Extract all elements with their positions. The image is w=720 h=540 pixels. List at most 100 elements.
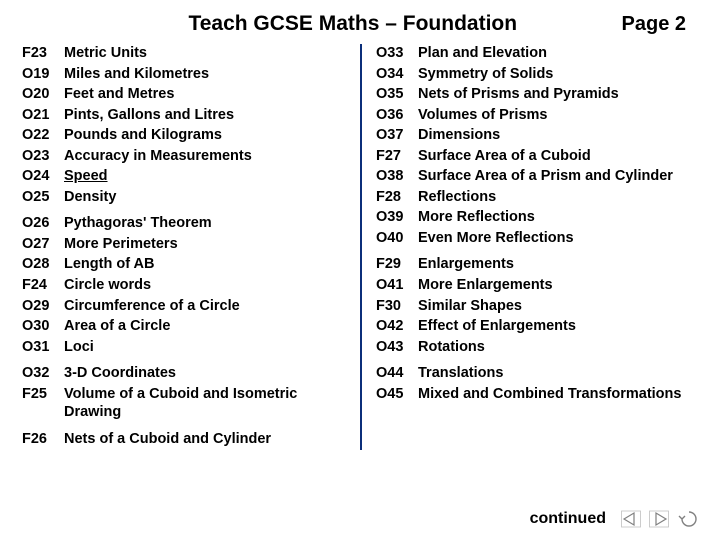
item-label: Surface Area of a Cuboid (418, 147, 702, 166)
contents-row[interactable]: O19Miles and Kilometres (22, 65, 352, 84)
contents-row[interactable]: O31Loci (22, 338, 352, 357)
item-label: Pints, Gallons and Litres (64, 106, 352, 125)
item-label: Pythagoras' Theorem (64, 214, 352, 233)
nav-return-icon[interactable] (676, 508, 702, 530)
item-label: Miles and Kilometres (64, 65, 352, 84)
item-code: O32 (22, 364, 64, 383)
contents-row[interactable]: O24Speed (22, 167, 352, 186)
item-code: O33 (376, 44, 418, 63)
contents-row[interactable]: O40Even More Reflections (376, 229, 702, 248)
contents-row[interactable]: F27Surface Area of a Cuboid (376, 147, 702, 166)
item-label: Length of AB (64, 255, 352, 274)
item-label: Pounds and Kilograms (64, 126, 352, 145)
item-code: O45 (376, 385, 418, 404)
contents-row[interactable]: F30Similar Shapes (376, 297, 702, 316)
contents-row[interactable]: O26Pythagoras' Theorem (22, 214, 352, 233)
item-label: More Enlargements (418, 276, 702, 295)
contents-row[interactable]: O23Accuracy in Measurements (22, 147, 352, 166)
contents-row[interactable]: F24Circle words (22, 276, 352, 295)
item-label: Surface Area of a Prism and Cylinder (418, 167, 702, 186)
item-code: O22 (22, 126, 64, 145)
contents-row[interactable]: O30Area of a Circle (22, 317, 352, 336)
contents-row[interactable]: O35Nets of Prisms and Pyramids (376, 85, 702, 104)
contents-row[interactable]: O25Density (22, 188, 352, 207)
item-label: Plan and Elevation (418, 44, 702, 63)
item-label: Rotations (418, 338, 702, 357)
item-label: Even More Reflections (418, 229, 702, 248)
item-code: O40 (376, 229, 418, 248)
item-label: Circle words (64, 276, 352, 295)
item-code: O20 (22, 85, 64, 104)
page-title: Teach GCSE Maths – Foundation (84, 12, 622, 36)
nav-prev-icon[interactable] (620, 510, 642, 528)
contents-row[interactable]: F23Metric Units (22, 44, 352, 63)
item-code: O36 (376, 106, 418, 125)
item-label: Dimensions (418, 126, 702, 145)
item-code: F28 (376, 188, 418, 207)
item-label: More Reflections (418, 208, 702, 227)
item-code: O42 (376, 317, 418, 336)
item-code: O35 (376, 85, 418, 104)
contents-row[interactable]: O34Symmetry of Solids (376, 65, 702, 84)
contents-row[interactable]: O22Pounds and Kilograms (22, 126, 352, 145)
contents-row[interactable]: O38Surface Area of a Prism and Cylinder (376, 167, 702, 186)
item-code: O21 (22, 106, 64, 125)
item-label: Similar Shapes (418, 297, 702, 316)
contents-row[interactable]: F28Reflections (376, 188, 702, 207)
item-code: O39 (376, 208, 418, 227)
contents-column-left: F23Metric UnitsO19Miles and KilometresO2… (22, 44, 362, 450)
item-label: Reflections (418, 188, 702, 207)
nav-next-icon[interactable] (648, 510, 670, 528)
item-code: F24 (22, 276, 64, 295)
contents-row[interactable]: O27More Perimeters (22, 235, 352, 254)
contents-row[interactable]: O28Length of AB (22, 255, 352, 274)
item-code: O30 (22, 317, 64, 336)
contents-row[interactable]: O39More Reflections (376, 208, 702, 227)
item-label: 3-D Coordinates (64, 364, 352, 383)
contents-row[interactable]: O41More Enlargements (376, 276, 702, 295)
item-label: Loci (64, 338, 352, 357)
item-code: O44 (376, 364, 418, 383)
contents-row[interactable]: O37Dimensions (376, 126, 702, 145)
item-label: Density (64, 188, 352, 207)
item-label: More Perimeters (64, 235, 352, 254)
contents-row[interactable]: F25Volume of a Cuboid and Isometric Draw… (22, 385, 352, 422)
item-code: O26 (22, 214, 64, 233)
contents-row[interactable]: O36Volumes of Prisms (376, 106, 702, 125)
item-label: Nets of a Cuboid and Cylinder (64, 430, 352, 449)
contents-row[interactable]: O33Plan and Elevation (376, 44, 702, 63)
contents-row[interactable]: O42Effect of Enlargements (376, 317, 702, 336)
item-code: O24 (22, 167, 64, 186)
continued-label: continued (530, 510, 606, 528)
item-code: O29 (22, 297, 64, 316)
item-code: O28 (22, 255, 64, 274)
item-label: Speed (64, 167, 352, 186)
item-label: Accuracy in Measurements (64, 147, 352, 166)
item-code: F23 (22, 44, 64, 63)
contents-row[interactable]: F29Enlargements (376, 255, 702, 274)
contents-row[interactable]: F26Nets of a Cuboid and Cylinder (22, 430, 352, 449)
item-code: O25 (22, 188, 64, 207)
item-code: O43 (376, 338, 418, 357)
contents-row[interactable]: O45Mixed and Combined Transformations (376, 385, 702, 404)
contents-row[interactable]: O29Circumference of a Circle (22, 297, 352, 316)
item-label: Volume of a Cuboid and Isometric Drawing (64, 385, 352, 422)
page-number: Page 2 (622, 13, 686, 36)
item-label: Metric Units (64, 44, 352, 63)
item-label: Enlargements (418, 255, 702, 274)
item-label: Volumes of Prisms (418, 106, 702, 125)
item-code: O19 (22, 65, 64, 84)
contents-column-right: O33Plan and Elevation O34Symmetry of Soli… (362, 44, 702, 450)
contents-row[interactable]: O20Feet and Metres (22, 85, 352, 104)
item-code: O41 (376, 276, 418, 295)
item-label: Nets of Prisms and Pyramids (418, 85, 702, 104)
contents-row[interactable]: O21Pints, Gallons and Litres (22, 106, 352, 125)
contents-row[interactable]: O43Rotations (376, 338, 702, 357)
item-label: Effect of Enlargements (418, 317, 702, 336)
item-code: F30 (376, 297, 418, 316)
item-code: O31 (22, 338, 64, 357)
contents-row[interactable]: O44Translations (376, 364, 702, 383)
item-code: F27 (376, 147, 418, 166)
contents-row[interactable]: O323-D Coordinates (22, 364, 352, 383)
item-code: O23 (22, 147, 64, 166)
